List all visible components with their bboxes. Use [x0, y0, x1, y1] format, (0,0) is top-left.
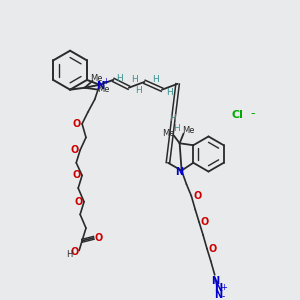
Text: H: H — [116, 74, 122, 83]
Text: Me: Me — [182, 126, 195, 135]
Text: +: + — [220, 283, 227, 292]
Text: H: H — [152, 75, 159, 84]
Text: Me: Me — [162, 129, 174, 138]
Text: -: - — [250, 106, 255, 120]
Text: H: H — [131, 75, 138, 84]
Text: Me: Me — [90, 74, 103, 83]
Text: O: O — [72, 119, 80, 129]
Text: H: H — [135, 86, 142, 95]
Text: O: O — [70, 248, 78, 257]
Text: Cl: Cl — [232, 110, 244, 120]
Text: +: + — [102, 77, 109, 86]
Text: N: N — [176, 167, 184, 177]
Text: -: - — [222, 292, 225, 300]
Text: O: O — [209, 244, 217, 254]
Text: O: O — [72, 170, 80, 181]
Text: N: N — [97, 81, 105, 91]
Text: N: N — [214, 290, 223, 300]
Text: O: O — [70, 145, 78, 155]
Text: N: N — [211, 276, 219, 286]
Text: N: N — [214, 283, 223, 292]
Text: O: O — [74, 197, 82, 207]
Text: Me: Me — [97, 85, 110, 94]
Text: H: H — [167, 88, 173, 97]
Text: O: O — [201, 217, 209, 227]
Text: O: O — [193, 191, 201, 201]
Text: O: O — [94, 233, 103, 243]
Text: H: H — [173, 124, 180, 133]
Text: H: H — [169, 114, 176, 123]
Text: H: H — [66, 250, 73, 259]
